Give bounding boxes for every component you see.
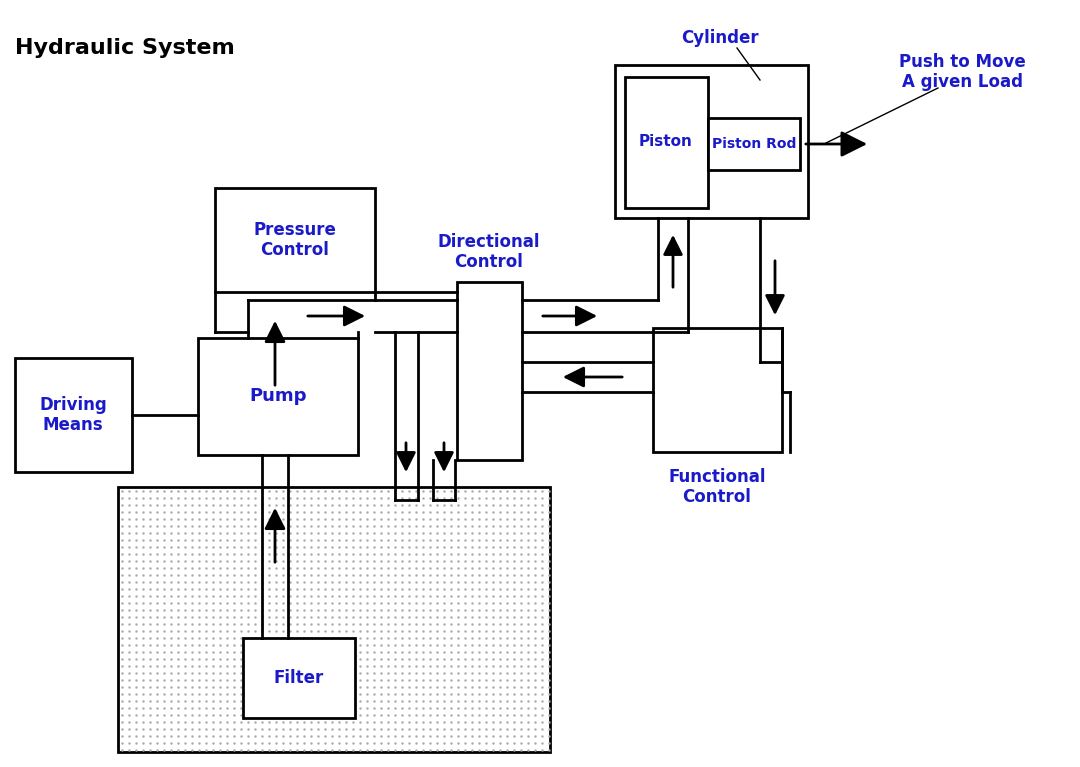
Text: Hydraulic System: Hydraulic System [15,38,234,58]
Text: Push to Move
A given Load: Push to Move A given Load [899,53,1025,91]
Text: Functional
Control: Functional Control [669,468,766,506]
Bar [198,338,357,455]
Text: Driving
Means: Driving Means [39,396,107,434]
Text: Cylinder: Cylinder [681,29,759,47]
Bar [457,282,522,460]
Bar [215,188,375,292]
Text: Directional
Control: Directional Control [437,232,540,272]
Bar [118,487,550,752]
Text: Pressure
Control: Pressure Control [254,221,337,259]
Bar [15,358,132,472]
Text: Piston Rod: Piston Rod [712,137,796,151]
Bar [653,328,782,452]
Bar [708,118,800,170]
Text: Filter: Filter [274,669,324,687]
Bar [625,77,708,208]
Bar [615,65,808,218]
Text: Piston: Piston [639,134,693,150]
Text: Pump: Pump [249,387,307,405]
Bar [243,638,355,718]
